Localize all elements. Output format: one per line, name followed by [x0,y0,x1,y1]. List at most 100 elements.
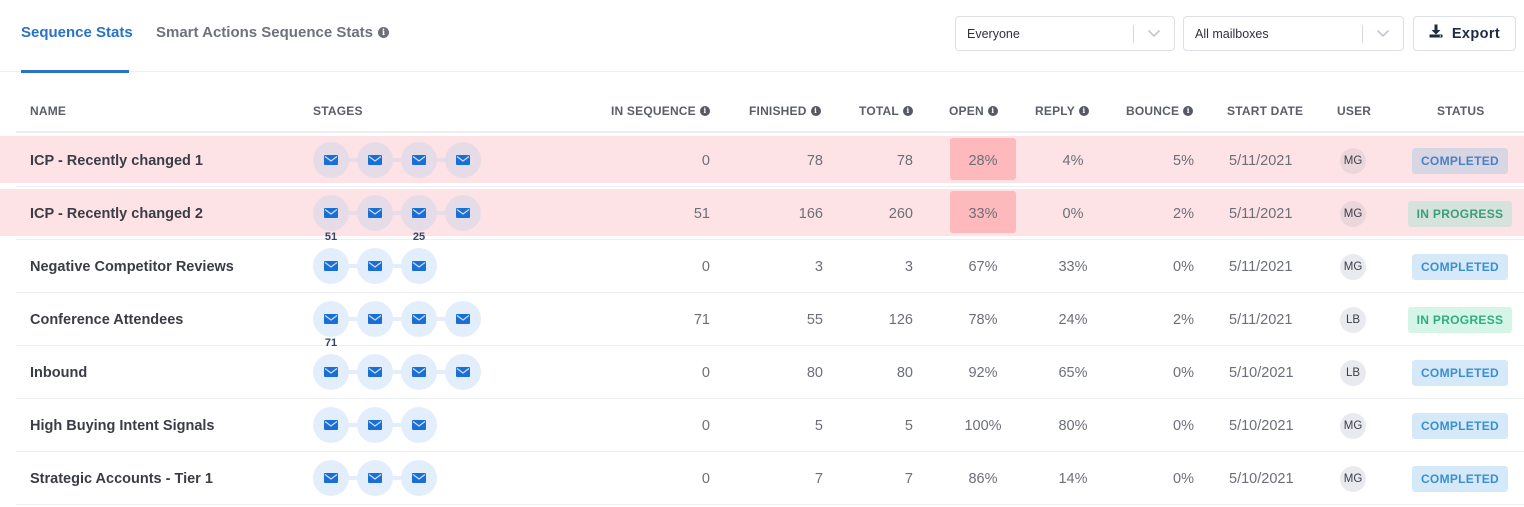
tab-smart-actions-sequence-stats[interactable]: Smart Actions Sequence Stats i [156,24,390,41]
stage-email-step[interactable] [313,354,349,390]
start-date: 5/10/2021 [1229,417,1294,434]
finished-count: 78 [806,152,823,169]
avatar[interactable]: LB [1340,306,1366,333]
stage-email-step[interactable] [401,301,437,337]
start-date: 5/10/2021 [1229,364,1294,381]
info-icon[interactable]: i [699,106,710,116]
bounce-rate: 5% [1173,152,1194,169]
sequence-name[interactable]: Conference Attendees [30,311,184,328]
stage-email-step[interactable] [357,301,393,337]
mailbox-filter-select[interactable]: All mailboxes [1183,16,1404,51]
column-header-name[interactable]: NAME [30,104,66,118]
stage-email-step[interactable] [401,248,437,284]
status-badge: COMPLETED [1411,147,1509,174]
stage-email-step[interactable] [401,354,437,390]
user: MG [1340,452,1366,505]
stage-email-step[interactable] [357,460,393,496]
info-icon[interactable]: i [378,27,390,38]
stage-email-step[interactable] [313,301,349,337]
stage-email-step[interactable] [357,354,393,390]
email-icon [368,420,382,430]
reply-rate: 24% [1058,311,1088,328]
row-divider [16,504,1524,505]
stage-email-step[interactable] [401,460,437,496]
column-header-total[interactable]: TOTAL i [859,104,913,118]
avatar[interactable]: MG [1340,200,1366,227]
select-separator [1362,24,1363,43]
sequence-name[interactable]: Inbound [30,364,88,381]
stage-connector [331,158,463,162]
table-row[interactable]: High Buying Intent Signals 0 5 5 100% 80… [0,399,1524,452]
status: IN PROGRESS [1407,187,1513,240]
stage-email-step[interactable] [445,354,481,390]
avatar[interactable]: MG [1340,147,1366,174]
email-icon [324,261,338,271]
bounce-rate: 0% [1173,258,1194,275]
column-header-in-sequence[interactable]: IN SEQUENCE i [611,104,710,118]
table-row[interactable]: Strategic Accounts - Tier 1 0 7 7 86% 14… [0,452,1524,505]
stage-email-step[interactable] [445,142,481,178]
sequence-name[interactable]: Strategic Accounts - Tier 1 [30,470,213,487]
stage-email-step[interactable] [357,142,393,178]
stage-email-step[interactable] [357,248,393,284]
info-icon[interactable]: i [1183,106,1194,116]
chevron-down-icon[interactable] [1134,29,1174,38]
user: MG [1340,187,1366,240]
stage-email-step[interactable] [401,407,437,443]
column-header-open[interactable]: OPEN i [949,104,998,118]
open-rate: 78% [968,311,998,328]
status-badge: COMPLETED [1411,412,1509,439]
info-icon[interactable]: i [1078,106,1089,116]
table-row[interactable]: Negative Competitor Reviews 0 3 3 67% 33… [0,240,1524,293]
finished-count: 166 [798,205,823,222]
owner-filter-select[interactable]: Everyone [955,16,1175,51]
stage-connector [331,211,463,215]
email-icon [368,314,382,324]
table-row[interactable]: Conference Attendees 71 71 55 126 78% 24… [0,293,1524,349]
chevron-down-icon[interactable] [1363,29,1403,38]
stage-connector [331,370,463,374]
email-icon [324,420,338,430]
avatar[interactable]: MG [1340,253,1366,280]
stage-email-step[interactable] [401,142,437,178]
stage-email-step[interactable] [313,195,349,231]
bounce-rate: 0% [1173,364,1194,381]
avatar[interactable]: MG [1340,465,1366,492]
user: MG [1340,240,1366,293]
sequence-name[interactable]: ICP - Recently changed 2 [30,205,203,222]
info-icon[interactable]: i [810,106,821,116]
stage-email-step[interactable] [357,407,393,443]
column-header-start-date[interactable]: START DATE [1227,104,1303,118]
total-count: 78 [896,152,913,169]
table-row[interactable]: ICP - Recently changed 2 51 25 51 166 260… [0,187,1524,243]
column-label: IN SEQUENCE [611,104,696,118]
stage-email-step[interactable] [313,142,349,178]
info-icon[interactable]: i [987,106,998,116]
stage-email-step[interactable] [313,407,349,443]
stage-email-step[interactable] [313,460,349,496]
column-header-user[interactable]: USER [1337,104,1371,118]
stage-email-step[interactable] [401,195,437,231]
column-header-reply[interactable]: REPLY i [1035,104,1089,118]
export-label: Export [1451,25,1501,42]
info-icon[interactable]: i [902,106,913,116]
table-row[interactable]: ICP - Recently changed 1 0 78 78 28% 4% … [0,134,1524,187]
sequence-name[interactable]: ICP - Recently changed 1 [30,152,203,169]
table-row[interactable]: Inbound 0 80 80 92% 65% 0% 5/10/2021 LB … [0,346,1524,399]
stage-email-step[interactable] [445,195,481,231]
export-button[interactable]: Export [1413,16,1516,51]
sequence-name[interactable]: Negative Competitor Reviews [30,258,234,275]
stage-email-step[interactable] [357,195,393,231]
sequence-name[interactable]: High Buying Intent Signals [30,417,215,434]
stage-email-step[interactable] [313,248,349,284]
avatar[interactable]: LB [1340,359,1366,386]
stage-email-step[interactable] [445,301,481,337]
email-icon [456,314,470,324]
column-label: START DATE [1227,104,1304,118]
column-header-status[interactable]: STATUS [1437,104,1484,118]
column-header-finished[interactable]: FINISHED i [749,104,821,118]
avatar[interactable]: MG [1340,412,1366,439]
column-header-bounce[interactable]: BOUNCE i [1126,104,1194,118]
column-label: FINISHED [749,104,807,118]
tab-sequence-stats[interactable]: Sequence Stats [21,24,133,41]
